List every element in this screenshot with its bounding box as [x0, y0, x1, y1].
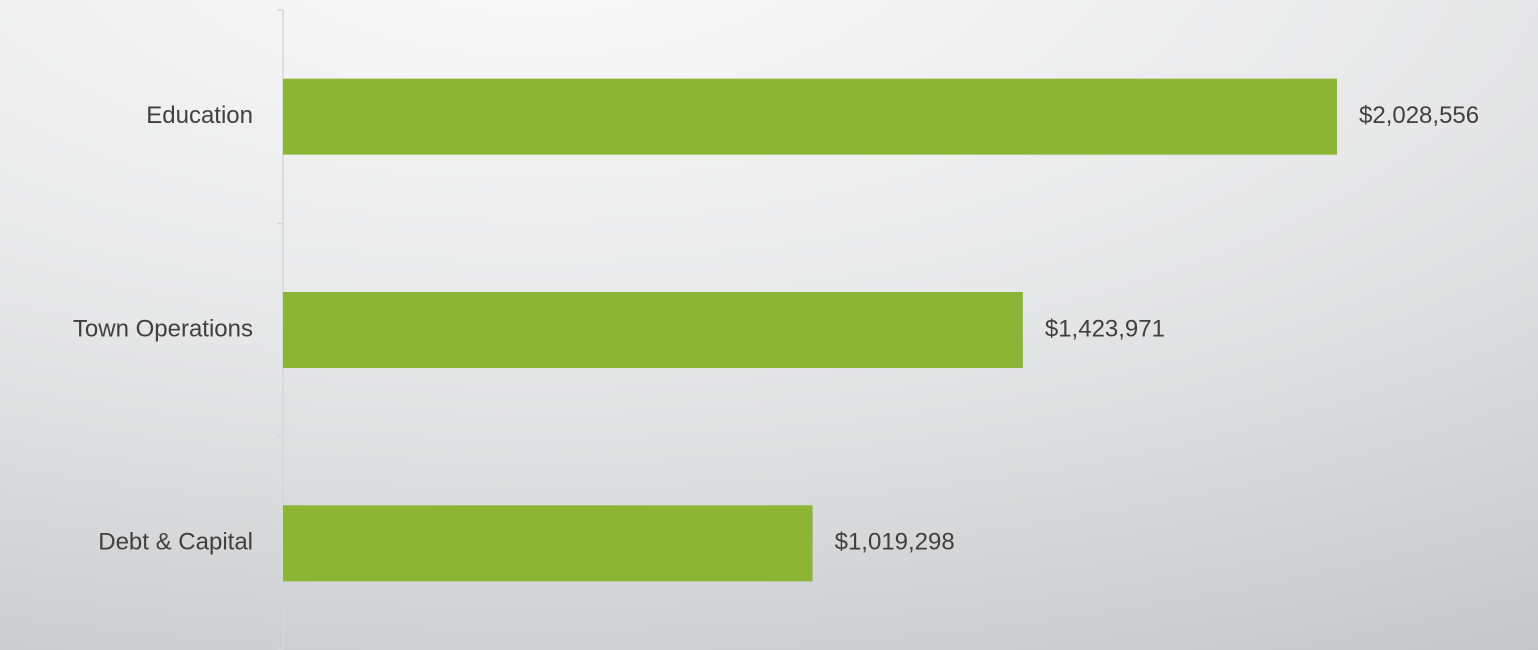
y-tick-label: Debt & Capital — [98, 529, 253, 556]
data-label: $1,019,298 — [835, 529, 955, 556]
y-tick-label: Town Operations — [73, 315, 253, 342]
data-label: $2,028,556 — [1359, 102, 1479, 129]
bar — [283, 505, 813, 582]
data-label: $1,423,971 — [1045, 315, 1165, 342]
bar — [283, 292, 1023, 368]
bar — [283, 78, 1338, 155]
y-tick-label: Education — [146, 102, 253, 129]
